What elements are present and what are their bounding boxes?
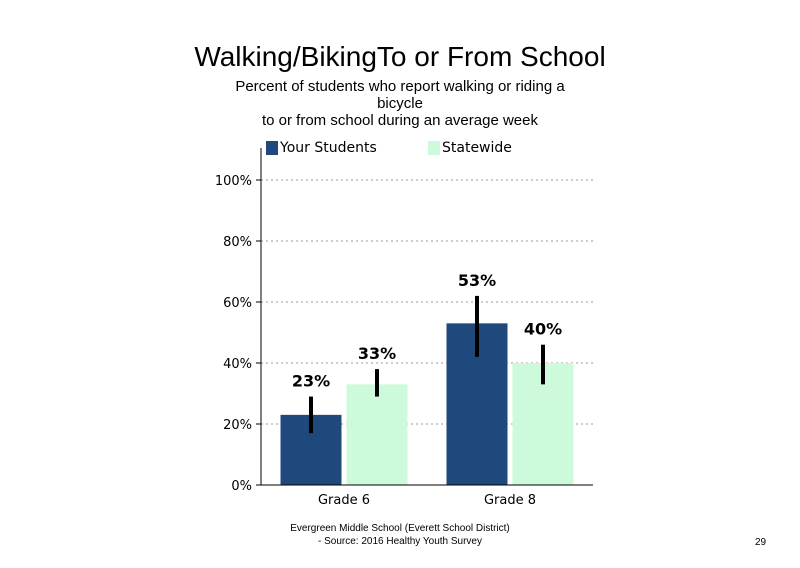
x-category-label: Grade 6 [318,493,370,508]
chart-title: Walking/BikingTo or From School [194,41,606,72]
data-label: 40% [524,320,562,339]
y-tick-label: 40% [223,357,252,372]
legend-label-your-students: Your Students [280,140,377,156]
legend-swatch-your-students [266,141,278,155]
legend-item-statewide: Statewide [428,140,512,156]
legend-label-statewide: Statewide [442,140,512,156]
y-tick-label: 0% [231,479,252,494]
legend-item-your-students: Your Students [266,140,377,156]
x-category-label: Grade 8 [484,493,536,508]
y-tick-label: 20% [223,418,252,433]
subtitle-line-2: bicycle [377,95,423,112]
data-label: 33% [358,344,396,363]
data-label: 53% [458,271,496,290]
y-tick-label: 80% [223,235,252,250]
subtitle-line-3: to or from school during an average week [262,112,538,129]
y-tick-label: 100% [215,174,252,189]
data-label: 23% [292,372,330,391]
footer-line-1: Evergreen Middle School (Everett School … [290,523,510,534]
chart-subtitle: Percent of students who report walking o… [200,78,600,129]
subtitle-line-1: Percent of students who report walking o… [235,78,565,95]
y-tick-label: 60% [223,296,252,311]
footer-source: Evergreen Middle School (Everett School … [240,522,560,548]
footer-line-2: - Source: 2016 Healthy Youth Survey [318,536,482,547]
legend-swatch-statewide [428,141,440,155]
bar [346,384,408,485]
page-number: 29 [755,537,767,548]
